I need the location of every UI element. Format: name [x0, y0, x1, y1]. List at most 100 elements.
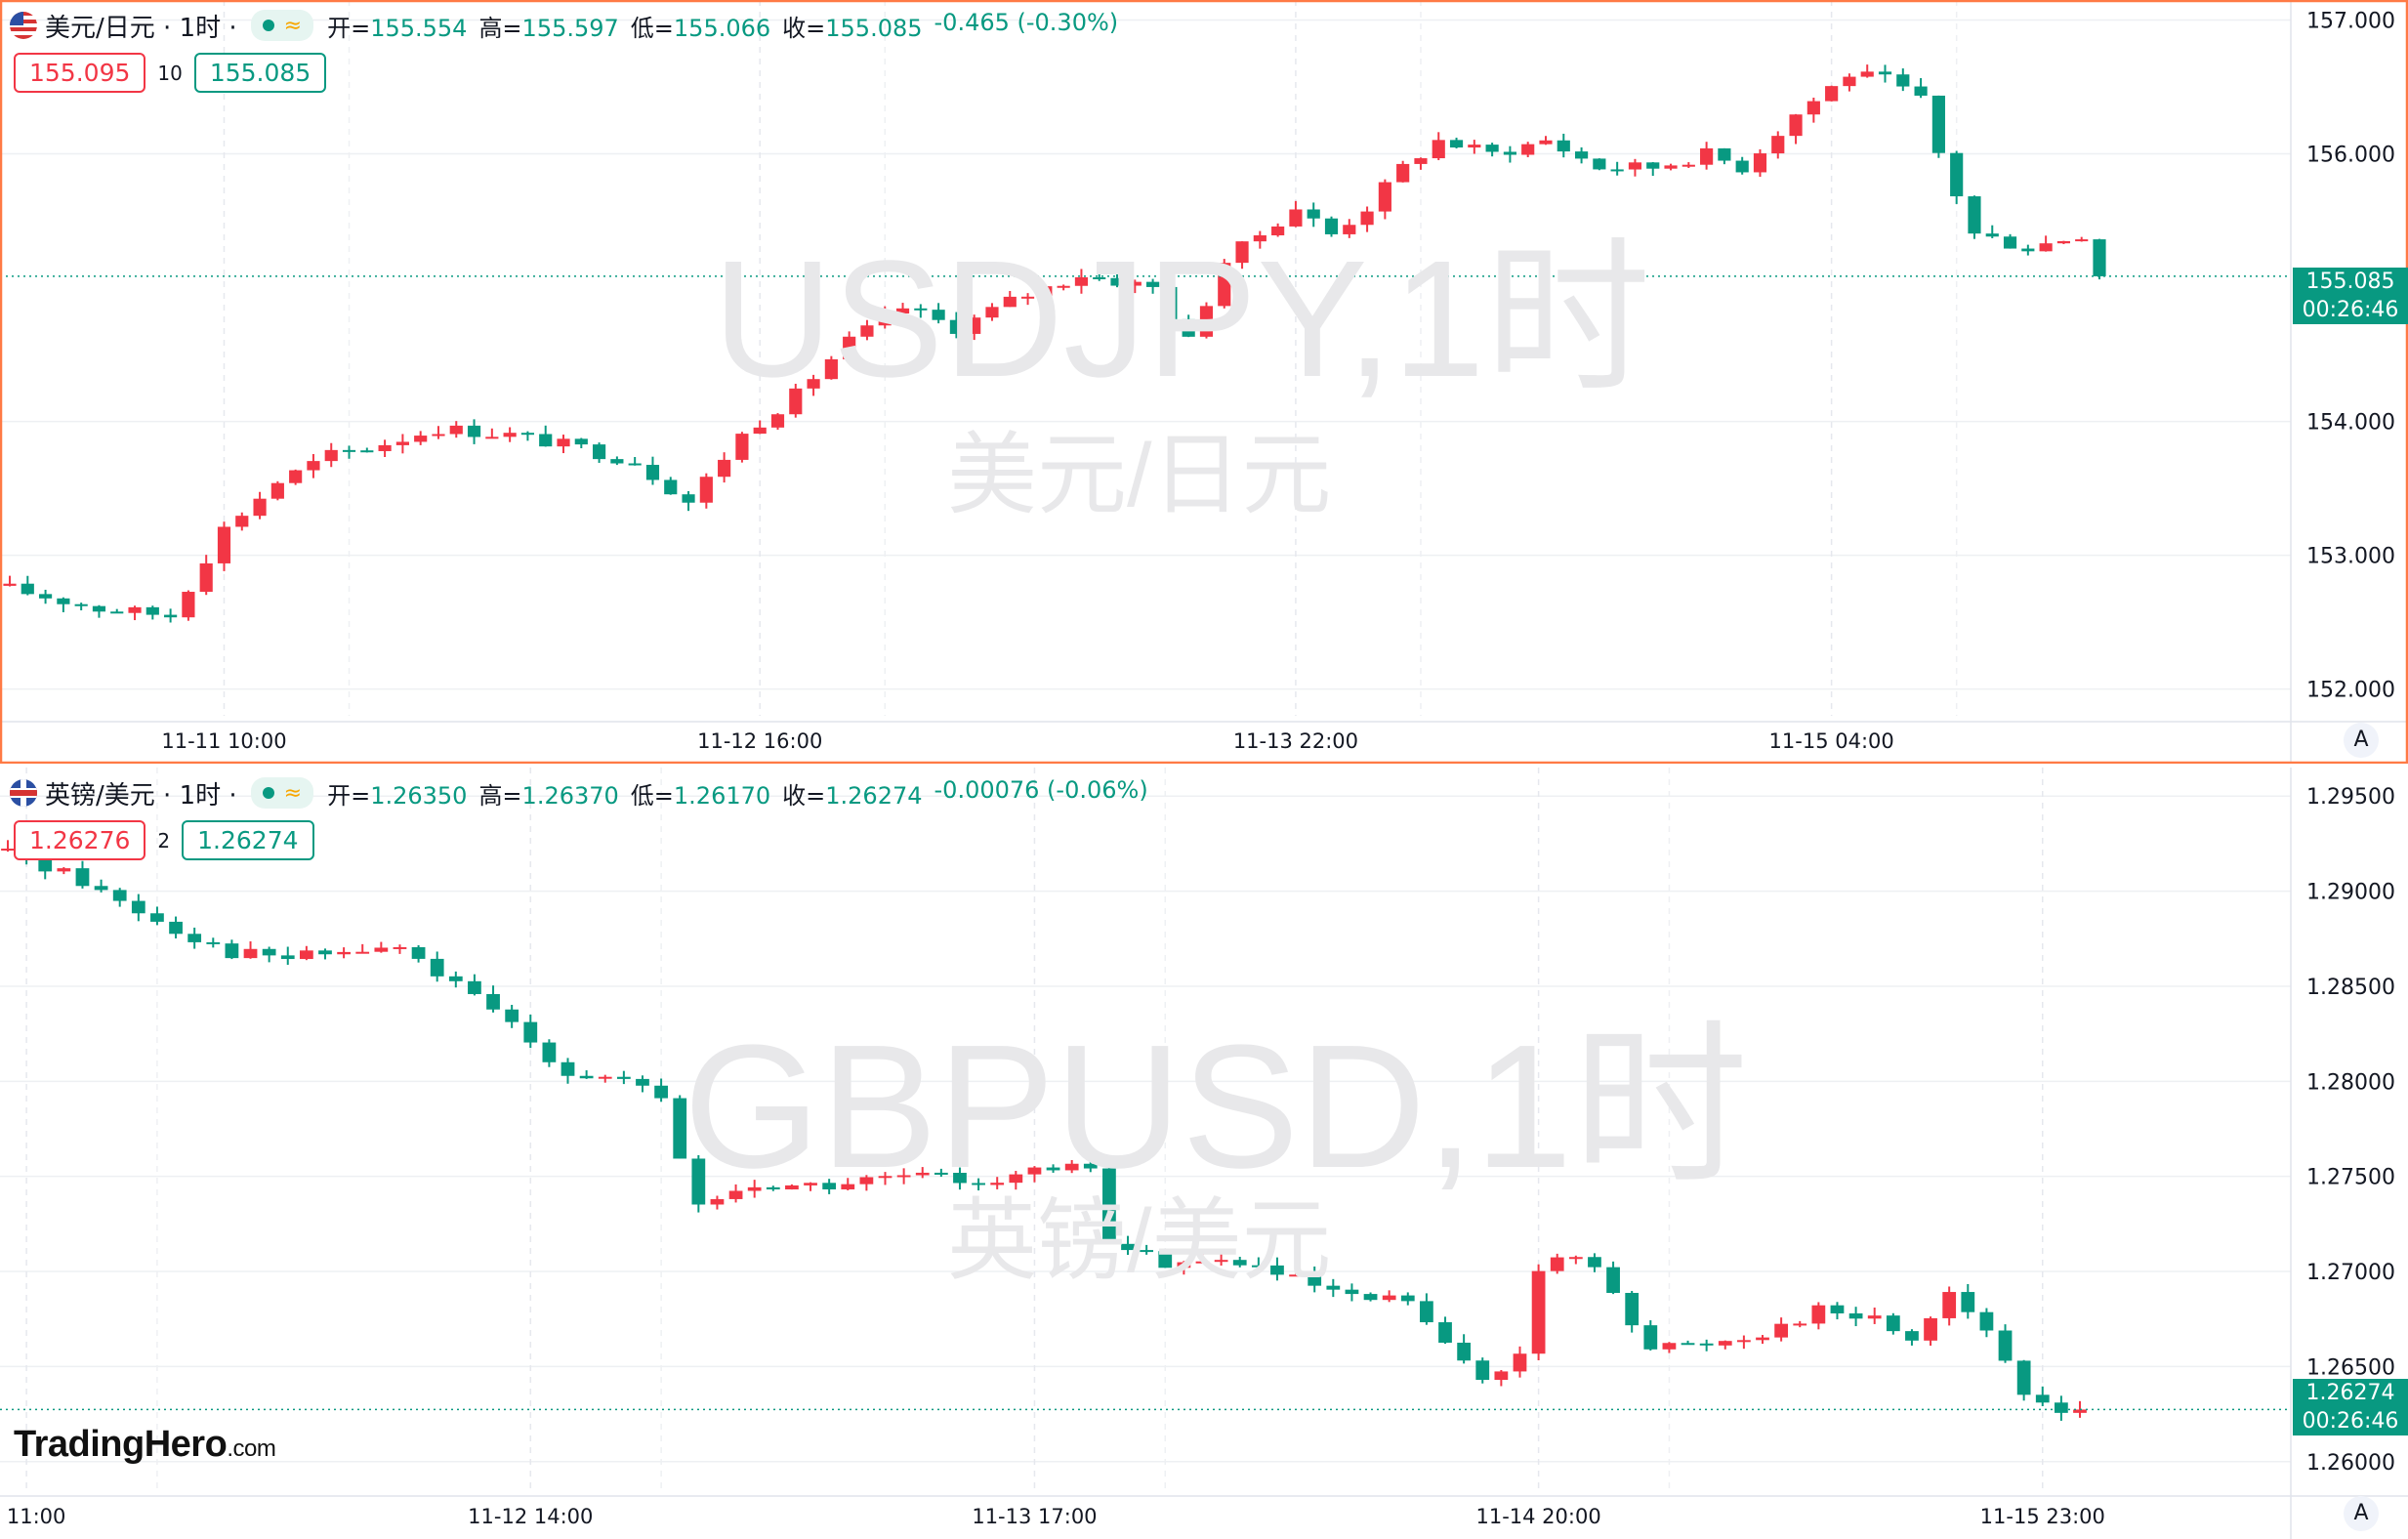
candle-body	[1083, 1163, 1098, 1169]
usdjpy-watermark-title: USDJPY,1时	[713, 227, 1651, 412]
x-tick-label: 11-12 16:00	[697, 729, 822, 753]
candle-body	[843, 336, 856, 359]
candle-body	[1396, 163, 1410, 183]
gbpusd-chart-svg[interactable]: 1.29500 1.29000 1.28500 1.28000 1.27500 1.270…	[0, 768, 2408, 1539]
candle-body	[145, 606, 159, 615]
change-value: -0.00076 (-0.06%)	[934, 775, 1148, 804]
open-label: 开=	[327, 14, 371, 42]
candle-body	[539, 434, 553, 447]
candle-body	[1343, 225, 1356, 234]
candle-body	[1270, 1265, 1284, 1275]
candle-body	[1825, 86, 1839, 102]
candle-body	[1449, 140, 1464, 148]
candle-body	[523, 1021, 538, 1043]
candle-body	[934, 1172, 948, 1175]
candle-body	[664, 479, 678, 495]
candle-body	[38, 594, 53, 599]
candle-body	[225, 943, 239, 959]
sell-price-button[interactable]: 1.26276	[14, 820, 146, 860]
usdjpy-symbol-name[interactable]: 美元/日元 · 1时 ·	[45, 13, 237, 43]
candle-body	[1793, 1323, 1807, 1326]
y-tick-label: 1.29500	[2306, 785, 2395, 810]
buy-price-button[interactable]: 155.085	[193, 53, 327, 93]
y-tick-label: 1.28000	[2306, 1070, 2395, 1095]
sell-price-button[interactable]: 155.095	[14, 53, 146, 93]
candle-body	[337, 951, 351, 955]
change-value: -0.465 (-0.30%)	[934, 8, 1119, 36]
candle-body	[393, 946, 407, 949]
candle-body	[542, 1042, 557, 1062]
usdjpy-chart-svg[interactable]: 157.000 156.000 154.000 153.000 152.000 11-11…	[0, 0, 2408, 764]
candle-body	[1468, 145, 1481, 148]
candle-body	[1914, 86, 1928, 96]
candle-body	[1146, 281, 1160, 287]
y-tick-label: 1.26500	[2306, 1355, 2395, 1380]
candle-body	[448, 976, 463, 981]
candle-body	[57, 598, 70, 604]
buy-price-button[interactable]: 1.26274	[182, 820, 314, 860]
candle-body	[1843, 76, 1856, 87]
candle-body	[579, 1075, 594, 1079]
candle-body	[699, 477, 713, 503]
market-status-pill[interactable]: ≈	[250, 10, 314, 41]
candle-body	[411, 946, 426, 959]
candle-body	[636, 1078, 649, 1086]
candle-body	[691, 1158, 706, 1205]
candle-body	[1985, 233, 1999, 237]
candle-body	[2073, 1409, 2087, 1413]
tradinghero-logo: TradingHero.com	[14, 1424, 276, 1466]
close-value: 155.085	[825, 14, 923, 42]
gbpusd-legend: 英镑/美元 · 1时 · ≈ 开=1.26350 高=1.26370 低=1.2…	[10, 775, 1148, 811]
candle-body	[878, 1176, 893, 1179]
gbpusd-watermark-title: GBPUSD,1时	[684, 1009, 1749, 1205]
candle-body	[1521, 144, 1535, 155]
candle-body	[1324, 218, 1339, 234]
gbpusd-symbol-name[interactable]: 英镑/美元 · 1时 ·	[45, 780, 237, 811]
candle-body	[1378, 182, 1391, 212]
candle-body	[505, 1009, 519, 1022]
candle-body	[1307, 209, 1320, 219]
candle-body	[598, 1076, 612, 1079]
candle-body	[414, 436, 428, 442]
candle-body	[1735, 160, 1749, 173]
candle-body	[2035, 1394, 2050, 1403]
low-label: 低=	[630, 14, 674, 42]
chart-pane-usdjpy[interactable]: 157.000 156.000 154.000 153.000 152.000 11-11…	[0, 0, 2408, 764]
candle-body	[2039, 243, 2053, 252]
candle-body	[807, 379, 820, 389]
candle-body	[299, 950, 313, 960]
brand-suffix: .com	[227, 1435, 276, 1462]
candle-body	[1074, 276, 1089, 286]
low-label: 低=	[630, 781, 674, 810]
candle-body	[486, 993, 500, 1010]
candle-body	[1924, 1317, 1937, 1341]
candle-body	[610, 459, 624, 464]
candle-body	[1848, 1312, 1863, 1319]
auto-scale-button[interactable]: A	[2344, 1496, 2379, 1531]
usdjpy-watermark-subtitle: 美元/日元	[947, 426, 1332, 525]
y-tick-label: 1.27500	[2306, 1166, 2395, 1190]
high-label: 高=	[478, 14, 522, 42]
brand-name: TradingHero	[14, 1424, 228, 1465]
candle-body	[94, 886, 108, 891]
candle-body	[1177, 1262, 1191, 1269]
candle-body	[1568, 1257, 1583, 1260]
market-status-pill[interactable]: ≈	[250, 777, 314, 809]
candle-body	[896, 1175, 911, 1178]
candle-body	[1457, 1342, 1472, 1361]
candle-body	[1531, 1270, 1546, 1354]
candle-body	[574, 438, 588, 445]
candle-body	[1235, 241, 1249, 264]
chart-pane-gbpusd[interactable]: 1.29500 1.29000 1.28500 1.28000 1.27500 1.270…	[0, 768, 2408, 1539]
candle-body	[557, 438, 570, 447]
candle-body	[1539, 140, 1553, 145]
candle-body	[360, 450, 374, 453]
candle-body	[1475, 1360, 1490, 1381]
candle-body	[374, 947, 389, 952]
candle-body	[1232, 1260, 1247, 1266]
y-tick-label: 1.28500	[2306, 976, 2395, 1000]
auto-scale-button[interactable]: A	[2344, 723, 2379, 758]
candle-body	[990, 1183, 1005, 1185]
candle-body	[2055, 1402, 2068, 1413]
y-tick-label: 153.000	[2306, 545, 2395, 569]
